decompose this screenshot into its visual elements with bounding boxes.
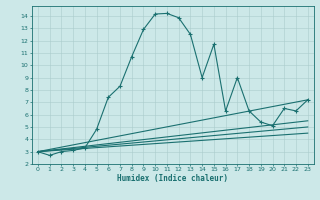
X-axis label: Humidex (Indice chaleur): Humidex (Indice chaleur) <box>117 174 228 183</box>
